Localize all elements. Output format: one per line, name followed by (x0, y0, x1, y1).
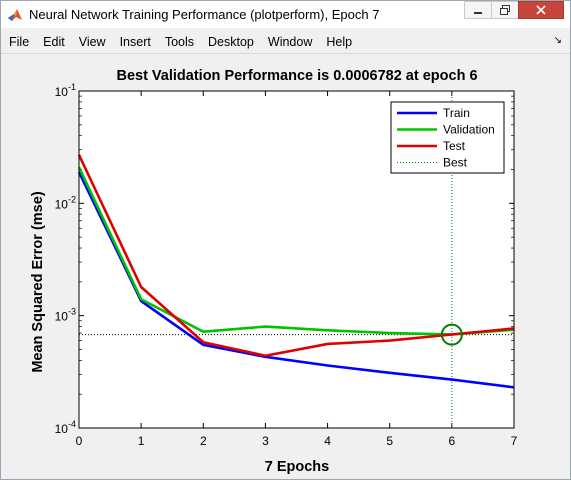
close-icon (536, 5, 546, 15)
chart-title: Best Validation Performance is 0.0006782… (116, 68, 477, 84)
menu-bar: File Edit View Insert Tools Desktop Wind… (1, 31, 570, 54)
legend-label: Best (443, 156, 468, 170)
matlab-icon (7, 7, 23, 23)
y-axis-label: Mean Squared Error (mse) (30, 191, 46, 372)
y-tick-label: 10-2 (55, 194, 76, 211)
y-tick-label: 10-4 (55, 419, 76, 436)
x-tick-label: 2 (200, 434, 207, 448)
window-controls (464, 1, 564, 23)
title-bar[interactable]: Neural Network Training Performance (plo… (1, 1, 570, 28)
menu-file[interactable]: File (9, 35, 30, 49)
menu-view[interactable]: View (78, 35, 106, 49)
menu-insert[interactable]: Insert (119, 35, 151, 49)
axes-frame (78, 90, 515, 429)
x-tick-label: 1 (138, 434, 145, 448)
minimize-button[interactable] (464, 1, 492, 19)
menu-desktop[interactable]: Desktop (208, 35, 254, 49)
performance-chart: Best Validation Performance is 0.0006782… (30, 68, 518, 475)
menu-window[interactable]: Window (267, 35, 313, 49)
window-title: Neural Network Training Performance (plo… (29, 7, 380, 22)
plot-area: Best Validation Performance is 0.0006782… (7, 56, 568, 476)
x-axis-label: 7 Epochs (265, 459, 329, 475)
x-tick-label: 7 (511, 434, 518, 448)
best-marker-circle (440, 323, 463, 346)
x-tick-label: 0 (76, 434, 83, 448)
x-tick-label: 4 (324, 434, 331, 448)
close-button[interactable] (518, 1, 564, 19)
dock-arrow-icon[interactable]: ↘ (553, 35, 562, 46)
minimize-icon (474, 12, 482, 14)
maximize-button[interactable] (491, 1, 519, 19)
legend-label: Test (443, 139, 466, 153)
restore-icon (500, 5, 510, 15)
menu-edit[interactable]: Edit (43, 35, 65, 49)
x-tick-label: 5 (386, 434, 393, 448)
legend-label: Validation (443, 123, 495, 137)
menu-help[interactable]: Help (326, 35, 353, 49)
y-tick-label: 10-3 (55, 307, 76, 324)
y-tick-label: 10-1 (55, 82, 76, 99)
x-tick-label: 3 (262, 434, 269, 448)
menu-tools[interactable]: Tools (164, 35, 195, 49)
legend-label: Train (443, 106, 470, 120)
series-line-train (77, 171, 515, 389)
x-tick-label: 6 (449, 434, 456, 448)
